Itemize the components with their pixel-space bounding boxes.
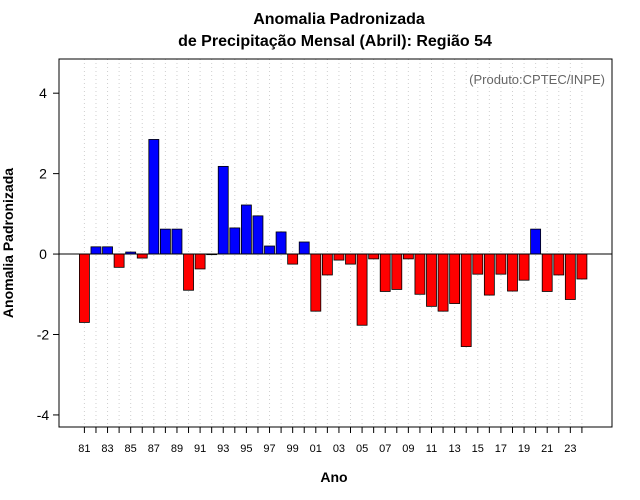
bar-13 bbox=[449, 253, 461, 304]
plot-area bbox=[58, 58, 613, 428]
y-tick-label: -4 bbox=[37, 407, 50, 423]
bar-02 bbox=[321, 253, 333, 276]
bar-00 bbox=[298, 241, 310, 255]
bar-91 bbox=[194, 253, 206, 270]
bar-95 bbox=[240, 204, 252, 255]
bar-12 bbox=[437, 253, 449, 312]
bar-87 bbox=[148, 139, 160, 255]
bar-89 bbox=[171, 228, 183, 255]
bar-06 bbox=[368, 253, 380, 260]
chart-title: Anomalia Padronizada bbox=[253, 11, 425, 28]
bars bbox=[79, 139, 588, 347]
bar-84 bbox=[113, 253, 125, 268]
bar-19 bbox=[518, 253, 530, 281]
x-tick-label: 93 bbox=[217, 443, 229, 455]
bar-86 bbox=[136, 253, 148, 259]
y-tick-label: 2 bbox=[39, 166, 47, 182]
bar-90 bbox=[183, 253, 194, 291]
x-tick-label: 19 bbox=[518, 443, 530, 455]
x-tick-label: 11 bbox=[426, 443, 437, 455]
bar-05 bbox=[356, 253, 368, 326]
bar-16 bbox=[483, 253, 495, 296]
bar-07 bbox=[379, 253, 391, 292]
bar-18 bbox=[507, 253, 518, 292]
x-tick-label: 13 bbox=[449, 443, 461, 455]
x-tick-label: 09 bbox=[402, 443, 414, 455]
x-tick-label: 03 bbox=[333, 443, 345, 455]
bar-08 bbox=[391, 253, 403, 290]
chart-subtitle: de Precipitação Mensal (Abril): Região 5… bbox=[178, 33, 492, 50]
x-tick-label: 05 bbox=[356, 443, 368, 455]
bar-93 bbox=[217, 165, 229, 255]
x-tick-label: 99 bbox=[287, 443, 299, 455]
x-tick-label: 15 bbox=[472, 443, 484, 455]
bar-94 bbox=[229, 227, 241, 255]
x-tick-label: 81 bbox=[78, 443, 90, 455]
y-axis: -4 -2 0 2 4 bbox=[37, 85, 59, 423]
bar-88 bbox=[159, 228, 171, 255]
y-axis-label: Anomalia Padronizada bbox=[0, 168, 16, 318]
x-tick-label: 87 bbox=[148, 443, 160, 455]
bar-97 bbox=[264, 245, 275, 255]
y-tick-label: 4 bbox=[39, 85, 47, 101]
bar-98 bbox=[275, 231, 287, 255]
bar-81 bbox=[79, 253, 90, 323]
bar-14 bbox=[460, 253, 472, 347]
x-tick-label: 23 bbox=[564, 443, 576, 455]
x-tick-label: 91 bbox=[194, 443, 206, 455]
bar-20 bbox=[530, 228, 542, 255]
y-tick-label: -2 bbox=[37, 326, 50, 342]
bar-24 bbox=[576, 253, 588, 280]
bar-04 bbox=[345, 253, 356, 265]
x-tick-label: 07 bbox=[379, 443, 391, 455]
bar-11 bbox=[426, 253, 437, 307]
bar-22 bbox=[553, 253, 565, 276]
x-tick-label: 17 bbox=[495, 443, 507, 455]
bar-83 bbox=[102, 246, 113, 255]
bar-23 bbox=[564, 253, 576, 300]
bar-09 bbox=[402, 253, 414, 260]
y-tick-label: 0 bbox=[39, 246, 47, 262]
x-tick-label: 01 bbox=[310, 443, 322, 455]
x-tick-label: 97 bbox=[263, 443, 275, 455]
bar-21 bbox=[541, 253, 553, 292]
bar-01 bbox=[310, 253, 322, 312]
x-tick-label: 85 bbox=[125, 443, 137, 455]
bar-17 bbox=[495, 253, 507, 275]
bar-03 bbox=[333, 253, 345, 261]
bar-10 bbox=[414, 253, 426, 295]
x-axis: 81 83 85 87 89 91 93 95 97 99 01 03 05 07 09 11 13 15 17 19… bbox=[78, 427, 583, 455]
bar-15 bbox=[472, 253, 484, 275]
bar-82 bbox=[90, 246, 102, 255]
x-tick-label: 89 bbox=[171, 443, 183, 455]
x-tick-label: 95 bbox=[240, 443, 252, 455]
bar-96 bbox=[252, 215, 264, 255]
source-annotation: (Produto:CPTEC/INPE) bbox=[469, 72, 605, 87]
bar-99 bbox=[287, 253, 299, 265]
x-tick-label: 83 bbox=[101, 443, 113, 455]
x-tick-label: 21 bbox=[541, 443, 553, 455]
x-axis-label: Ano bbox=[320, 469, 347, 485]
